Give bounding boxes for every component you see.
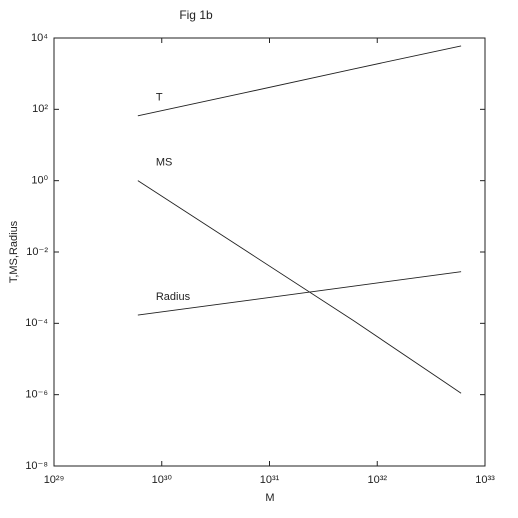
plot-frame xyxy=(53,37,486,467)
y-tick-label: 10² xyxy=(32,103,48,115)
x-tick-label: 10²⁹ xyxy=(44,474,65,486)
series-line xyxy=(137,180,462,394)
series-label: MS xyxy=(156,157,173,169)
series-label: T xyxy=(156,92,163,104)
series-line xyxy=(137,45,462,117)
x-tick-label: 10³⁰ xyxy=(152,474,173,486)
y-tick-label: 10⁻⁶ xyxy=(25,389,48,401)
series-label: Radius xyxy=(156,291,191,303)
chart-title: Fig 1b xyxy=(179,8,213,22)
y-axis-label: T,MS,Radius xyxy=(8,220,20,283)
y-tick-label: 10⁰ xyxy=(31,175,48,187)
y-tick-label: 10⁴ xyxy=(31,32,48,44)
x-tick-label: 10³¹ xyxy=(260,474,280,486)
y-tick-label: 10⁻⁴ xyxy=(25,317,48,329)
x-tick-label: 10³² xyxy=(367,474,387,486)
series-line xyxy=(137,271,462,316)
x-tick-label: 10³³ xyxy=(475,474,495,486)
x-axis-label: M xyxy=(265,492,274,504)
y-tick-label: 10⁻² xyxy=(26,246,48,258)
y-tick-label: 10⁻⁸ xyxy=(25,460,48,472)
